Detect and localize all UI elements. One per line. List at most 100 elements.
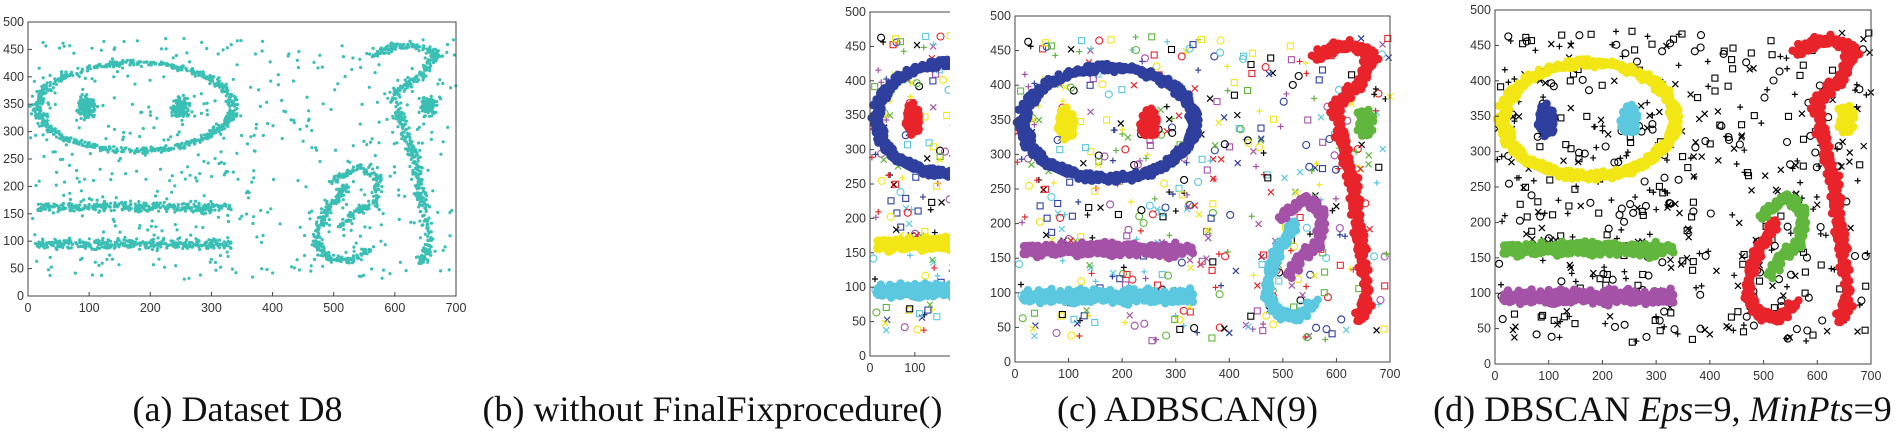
data-point — [316, 66, 320, 70]
data-point — [34, 183, 38, 188]
data-point — [58, 239, 62, 244]
data-point — [41, 120, 46, 124]
data-point — [213, 84, 217, 88]
data-point — [423, 232, 427, 236]
data-point — [45, 245, 50, 249]
data-point — [162, 61, 166, 65]
data-point — [137, 247, 142, 251]
cluster-hook_upper — [327, 163, 384, 231]
data-point — [133, 82, 137, 86]
data-point — [228, 108, 232, 112]
data-point — [67, 163, 72, 167]
data-point — [53, 77, 57, 81]
data-point — [367, 199, 371, 203]
data-point — [82, 113, 86, 118]
data-point — [106, 148, 111, 152]
data-point — [339, 259, 343, 264]
data-point — [183, 98, 187, 102]
data-point — [883, 117, 890, 124]
data-point — [395, 42, 399, 46]
data-point — [377, 187, 381, 191]
data-point — [418, 210, 422, 214]
data-point — [188, 173, 192, 177]
data-point — [252, 169, 256, 173]
data-point — [88, 152, 92, 156]
data-point — [226, 254, 230, 258]
data-point — [48, 80, 52, 85]
data-point — [330, 181, 334, 186]
data-point — [918, 169, 928, 178]
data-point — [97, 243, 101, 247]
data-point — [66, 245, 70, 249]
data-point — [882, 326, 890, 334]
data-point — [396, 78, 400, 82]
data-point — [80, 92, 84, 97]
data-point — [425, 108, 429, 113]
y-tick-label: 50 — [10, 262, 24, 276]
data-point — [122, 130, 126, 135]
data-point — [417, 169, 421, 173]
data-point — [388, 272, 392, 276]
data-point — [44, 83, 49, 87]
data-point — [208, 129, 212, 133]
data-point — [303, 233, 307, 238]
data-point — [74, 138, 78, 142]
data-point — [325, 253, 329, 258]
data-point — [129, 199, 133, 203]
data-point — [431, 52, 435, 57]
data-point — [423, 257, 427, 261]
data-point — [280, 136, 284, 141]
data-point — [170, 110, 174, 114]
data-point — [422, 122, 426, 126]
data-point — [44, 207, 48, 211]
data-point — [415, 151, 419, 155]
data-point — [47, 102, 51, 106]
data-point — [148, 113, 152, 117]
data-point — [33, 233, 37, 237]
data-point — [172, 203, 176, 207]
data-point — [144, 177, 148, 181]
data-point — [211, 243, 215, 247]
data-point — [166, 138, 170, 142]
data-point — [106, 124, 111, 128]
data-point — [190, 245, 194, 249]
data-point — [45, 138, 49, 142]
data-point — [182, 146, 186, 150]
data-point — [42, 87, 46, 91]
data-point — [871, 275, 878, 282]
data-point — [882, 303, 890, 312]
data-point — [172, 109, 176, 113]
data-point — [88, 243, 92, 247]
data-point — [190, 110, 194, 114]
data-point — [422, 213, 426, 217]
data-point — [124, 146, 128, 150]
data-point — [112, 145, 116, 149]
data-point — [121, 138, 125, 142]
data-point — [885, 82, 895, 91]
data-point — [213, 99, 217, 103]
data-point — [447, 268, 451, 272]
data-point — [417, 177, 421, 181]
y-tick-label: 500 — [3, 15, 24, 29]
data-point — [141, 240, 145, 244]
data-point — [180, 122, 184, 127]
data-point — [357, 206, 361, 210]
data-point — [412, 150, 416, 154]
data-point — [388, 90, 392, 94]
data-point — [375, 201, 379, 205]
data-point — [77, 101, 81, 105]
data-point — [77, 126, 81, 130]
data-point — [197, 138, 201, 142]
data-point — [133, 202, 137, 206]
data-point — [158, 62, 162, 66]
data-point — [890, 154, 899, 163]
data-point — [88, 98, 93, 102]
data-point — [53, 102, 57, 106]
data-point — [873, 117, 882, 127]
data-point — [215, 241, 219, 245]
data-point — [411, 172, 415, 176]
data-point — [205, 206, 209, 210]
data-point — [38, 97, 43, 101]
data-point — [226, 236, 230, 240]
data-point — [112, 96, 116, 100]
